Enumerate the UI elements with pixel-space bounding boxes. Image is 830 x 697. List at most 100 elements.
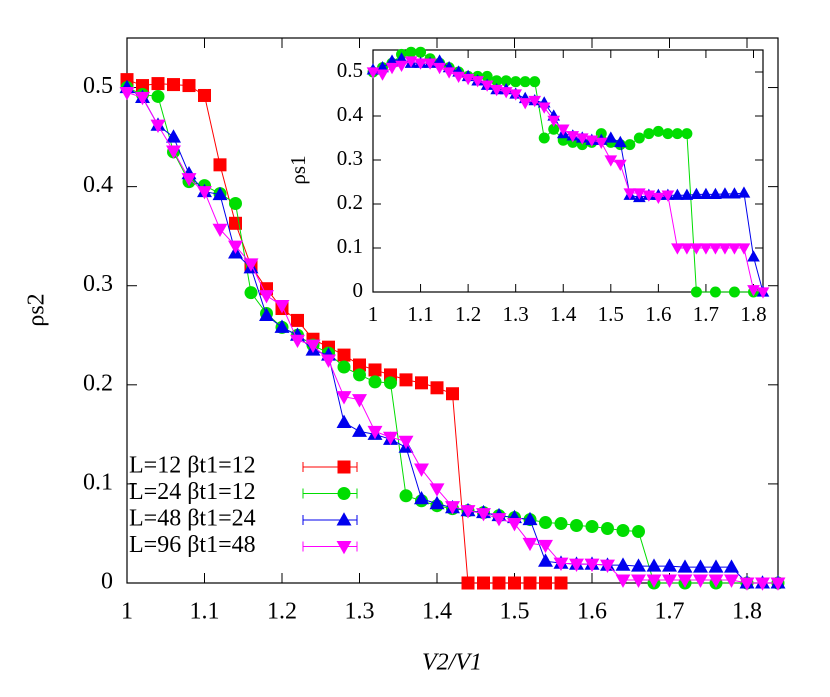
marker xyxy=(415,46,427,58)
y-tick-label: 0.4 xyxy=(337,102,364,126)
x-tick-label: 1 xyxy=(121,599,133,625)
marker xyxy=(709,243,722,255)
x-tick-label: 1.3 xyxy=(345,599,375,625)
marker xyxy=(337,348,351,362)
marker xyxy=(119,86,135,101)
plot-frame xyxy=(372,49,764,293)
marker xyxy=(376,61,389,73)
marker xyxy=(508,576,521,590)
marker xyxy=(212,223,228,238)
marker xyxy=(652,192,665,204)
marker xyxy=(708,559,724,573)
marker xyxy=(755,577,770,591)
marker xyxy=(452,71,465,83)
x-axis-label: V2/V1 xyxy=(422,650,482,676)
marker xyxy=(477,576,490,590)
marker xyxy=(724,574,739,588)
x-tick-label: 1.1 xyxy=(190,599,220,625)
y-tick-label: 0.1 xyxy=(337,234,363,258)
marker xyxy=(500,75,512,87)
marker xyxy=(737,186,751,198)
marker xyxy=(556,124,570,136)
marker xyxy=(724,559,739,573)
marker xyxy=(518,98,532,110)
marker xyxy=(585,520,599,534)
marker xyxy=(376,69,389,81)
marker xyxy=(747,285,760,297)
marker xyxy=(680,243,694,255)
marker xyxy=(718,243,732,255)
marker xyxy=(553,557,569,571)
marker xyxy=(615,557,631,571)
marker xyxy=(632,524,645,538)
marker xyxy=(442,67,456,79)
marker xyxy=(623,188,637,200)
marker xyxy=(167,78,180,92)
marker xyxy=(244,286,258,300)
marker xyxy=(547,115,561,127)
marker xyxy=(538,132,550,144)
marker xyxy=(337,460,351,474)
marker xyxy=(690,243,703,255)
marker xyxy=(274,319,290,333)
marker xyxy=(135,91,150,106)
marker xyxy=(228,240,243,254)
marker xyxy=(728,286,740,298)
marker xyxy=(680,188,694,200)
marker xyxy=(336,414,352,428)
marker xyxy=(519,76,531,88)
marker xyxy=(336,540,352,555)
marker xyxy=(616,523,630,537)
marker xyxy=(404,56,418,68)
marker xyxy=(613,159,627,171)
marker xyxy=(522,511,538,526)
marker xyxy=(554,517,568,531)
marker xyxy=(538,539,553,554)
marker xyxy=(554,576,568,590)
marker xyxy=(770,577,786,591)
marker xyxy=(414,490,429,505)
marker xyxy=(613,135,627,148)
x-tick-label: 1.8 xyxy=(732,599,762,625)
marker xyxy=(671,243,684,255)
marker xyxy=(594,137,608,149)
x-tick-label: 1.2 xyxy=(267,599,297,625)
marker xyxy=(718,187,732,199)
marker xyxy=(212,186,228,201)
marker xyxy=(642,190,656,202)
marker xyxy=(433,62,446,75)
x-tick-label: 1.4 xyxy=(550,302,577,326)
marker xyxy=(728,187,741,199)
marker xyxy=(414,58,427,70)
y-tick-label: 0.5 xyxy=(83,73,113,99)
y-tick-label: 0.4 xyxy=(83,172,113,198)
marker xyxy=(480,80,494,92)
x-tick-label: 1.6 xyxy=(577,599,607,625)
marker xyxy=(491,75,503,87)
marker xyxy=(446,387,459,401)
x-tick-label: 1.8 xyxy=(740,302,766,326)
x-tick-label: 1.7 xyxy=(655,599,685,625)
x-tick-label: 1.1 xyxy=(407,302,433,326)
marker xyxy=(539,576,552,590)
marker xyxy=(395,60,408,72)
marker xyxy=(353,368,366,382)
marker xyxy=(499,87,513,99)
marker xyxy=(461,576,475,590)
marker xyxy=(643,128,655,140)
marker xyxy=(471,76,484,88)
marker xyxy=(166,145,181,159)
x-tick-label: 1.5 xyxy=(500,599,530,625)
marker xyxy=(646,558,662,572)
marker xyxy=(737,243,751,255)
plot-frame xyxy=(126,37,779,584)
marker xyxy=(681,128,693,140)
marker xyxy=(336,391,352,405)
marker xyxy=(709,286,721,298)
marker xyxy=(136,79,149,93)
marker xyxy=(575,133,589,145)
marker xyxy=(399,489,413,503)
x-tick-label: 1.3 xyxy=(503,302,529,326)
marker xyxy=(461,73,475,86)
marker xyxy=(429,495,445,510)
